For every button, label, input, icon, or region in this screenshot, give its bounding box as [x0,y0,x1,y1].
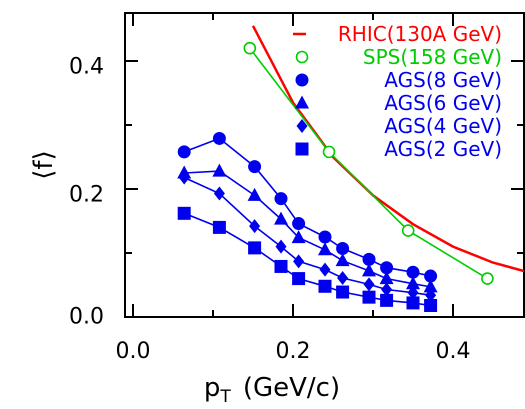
data-point-ags-2-gev [318,279,332,293]
legend-label-ags-6-gev: AGS(6 GeV) [384,91,502,115]
legend-swatch-ags-4-gev [296,119,308,133]
data-point-ags-4-gev [213,186,225,201]
legend-label-ags-2-gev: AGS(2 GeV) [384,137,502,161]
data-point-ags-2-gev [274,259,288,273]
data-point-ags-2-gev [336,285,350,299]
data-point-ags-6-gev [423,279,438,293]
y-tick-label: 0.0 [69,305,104,330]
data-point-ags-8-gev [292,217,306,231]
data-point-ags-2-gev [406,296,420,310]
x-axis-label-subscript: T [219,387,231,407]
data-point-ags-8-gev [380,261,394,275]
legend-swatch-ags-8-gev [295,73,309,87]
legend-swatch-sps-158-gev [295,50,309,64]
data-point-ags-8-gev [177,145,191,159]
data-point-ags-4-gev [319,262,331,277]
data-point-ags-4-gev [381,282,393,297]
legend-swatch-ags-6-gev [295,95,309,109]
data-point-ags-6-gev [362,263,376,277]
legend-label-rhic-130a-gev: RHIC(130A GeV) [338,22,502,46]
data-point-ags-8-gev [318,230,332,244]
y-tick-label: 0.2 [69,183,104,208]
x-tick-label: 0.2 [276,339,311,364]
y-axis-label: ⟨f⟩ [29,150,59,179]
data-point-ags-8-gev [406,265,420,279]
data-point-ags-8-gev [336,242,350,256]
data-point-sps-158-gev [322,145,336,159]
legend-label-sps-158-gev: SPS(158 GeV) [363,45,502,69]
legend-swatch-ags-2-gev [295,142,309,156]
data-point-ags-4-gev [275,239,287,254]
data-point-ags-4-gev [337,270,349,285]
data-point-ags-6-gev [291,230,306,244]
data-point-ags-6-gev [247,187,262,201]
data-point-ags-4-gev [363,277,375,292]
plot-frame [124,12,525,318]
legend: RHIC(130A GeV)SPS(158 GeV)AGS(8 GeV)AGS(… [293,22,502,161]
series-layer [177,25,524,312]
x-tick-label: 0.4 [436,339,471,364]
data-point-ags-8-gev [248,160,262,174]
data-point-ags-4-gev [407,285,419,300]
series-line-rhic-130a-gev [251,25,524,273]
data-point-ags-6-gev [335,253,350,267]
data-point-sps-158-gev [243,41,257,55]
data-point-ags-6-gev [274,211,288,225]
data-point-ags-8-gev [212,131,226,145]
data-point-ags-2-gev [177,206,191,220]
data-point-ags-8-gev [274,192,288,206]
legend-label-ags-4-gev: AGS(4 GeV) [384,114,502,138]
data-point-ags-6-gev [318,242,332,256]
data-point-ags-2-gev [212,220,226,234]
data-point-ags-2-gev [424,298,438,312]
data-point-ags-6-gev [379,271,394,285]
data-point-ags-6-gev [406,276,420,290]
data-point-ags-6-gev [212,163,227,177]
legend-label-ags-8-gev: AGS(8 GeV) [384,68,502,92]
x-axis-label: pT (GeV/c) [204,373,340,407]
data-point-ags-4-gev [293,254,305,269]
data-point-ags-8-gev [424,269,438,283]
series-line-sps-158-gev [249,47,488,280]
data-point-ags-2-gev [380,293,394,307]
data-point-ags-2-gev [292,272,306,286]
x-axis-label-main: p [204,373,221,403]
x-axis-label-units: (GeV/c) [243,373,340,403]
data-point-ags-4-gev [425,288,437,303]
x-tick-label: 0.0 [116,339,151,364]
data-point-ags-2-gev [248,241,262,255]
data-point-sps-158-gev [481,272,494,285]
y-tick-label: 0.4 [69,55,104,80]
data-point-ags-4-gev [178,170,190,185]
data-point-ags-4-gev [249,219,261,234]
data-point-ags-2-gev [362,290,376,304]
data-point-sps-158-gev [401,224,415,237]
axis-ticks [125,13,524,318]
data-point-ags-8-gev [362,252,376,266]
